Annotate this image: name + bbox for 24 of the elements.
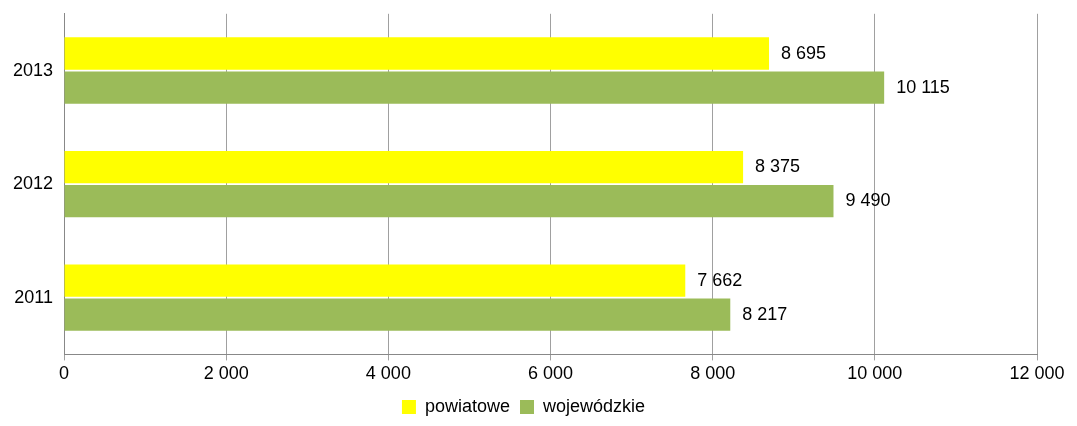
bar (64, 71, 885, 104)
x-tick-label: 10 000 (847, 363, 903, 384)
bar (64, 184, 834, 218)
x-tick-label: 12 000 (1009, 363, 1065, 384)
bar (64, 37, 770, 70)
bar (64, 150, 744, 184)
x-tick-label: 6 000 (528, 363, 574, 384)
data-label: 10 115 (896, 76, 950, 97)
data-label: 9 490 (845, 190, 891, 211)
bar (64, 264, 686, 297)
x-tick-label: 0 (59, 363, 70, 384)
y-tick-label: 2013 (13, 59, 54, 80)
x-tick-label: 4 000 (365, 363, 411, 384)
legend-label: wojewódzkie (542, 395, 646, 416)
y-tick-label: 2012 (13, 173, 54, 194)
data-label: 8 695 (781, 42, 827, 63)
data-label: 7 662 (697, 269, 743, 290)
data-label: 8 375 (755, 156, 801, 177)
x-tick-label: 8 000 (690, 363, 736, 384)
bar (64, 298, 731, 331)
y-tick-label: 2011 (14, 286, 54, 307)
legend-label: powiatowe (424, 395, 511, 416)
data-label: 8 217 (742, 303, 788, 324)
x-tick-label: 2 000 (203, 363, 249, 384)
